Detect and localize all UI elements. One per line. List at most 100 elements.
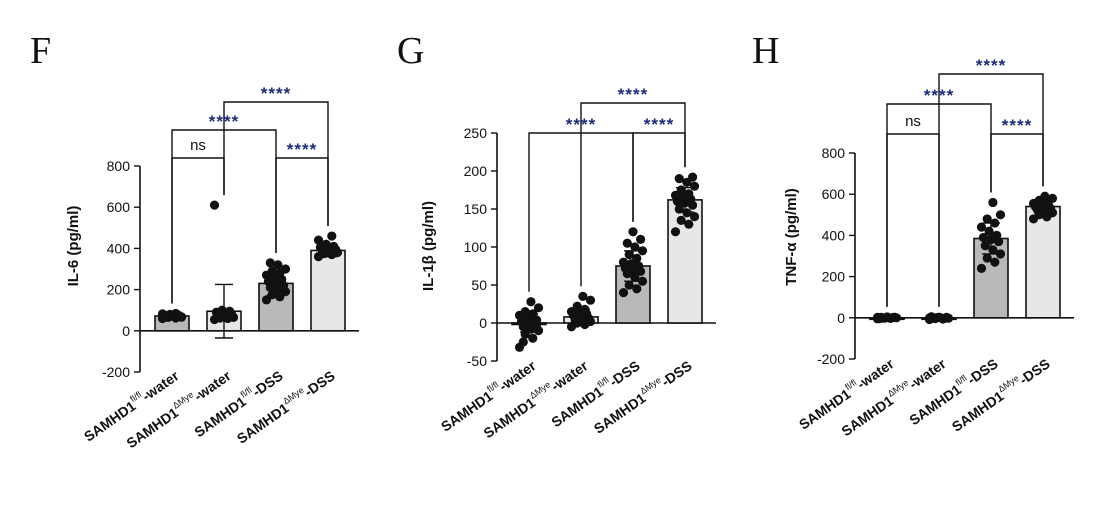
- data-point: [570, 316, 580, 326]
- data-point: [176, 312, 187, 322]
- data-point: [688, 172, 698, 182]
- data-point: [689, 181, 700, 191]
- significance-label: ****: [287, 140, 317, 159]
- panel-letter-f: F: [30, 30, 51, 72]
- data-point: [674, 174, 684, 184]
- panel-f: F IL-6 (pg/ml) -200 0 200 400 600 800 SAMHD1fl…: [30, 30, 359, 451]
- significance-bracket: [886, 133, 940, 307]
- data-point: [628, 227, 638, 237]
- data-point: [995, 210, 1006, 220]
- y-tick-label: 600: [822, 186, 846, 202]
- y-tick-label: 250: [464, 125, 488, 141]
- y-axis-label-f: IL-6 (pg/ml): [65, 206, 82, 287]
- data-point: [624, 250, 634, 260]
- data-point: [637, 276, 648, 286]
- data-point: [880, 313, 890, 323]
- data-point: [532, 315, 542, 325]
- significance-label: ****: [261, 84, 291, 103]
- data-point: [273, 260, 283, 270]
- significance-bracket: [938, 73, 1044, 307]
- data-point: [1040, 191, 1050, 201]
- data-point: [924, 313, 935, 323]
- panel-h: H TNF-α (pg/ml) -200 0 200 400 600 800 SAMHD1f…: [752, 30, 1074, 439]
- y-tick-label: 100: [464, 239, 488, 255]
- y-tick-label: 0: [122, 323, 130, 339]
- data-point: [674, 204, 684, 214]
- data-point: [684, 189, 694, 199]
- x-category-suffix: -DSS: [964, 355, 1001, 387]
- plot-area-f: -2000200400600800SAMHD1fl/fl-waterSAMHD1…: [81, 84, 359, 451]
- data-point: [976, 222, 987, 232]
- data-point: [630, 242, 640, 252]
- x-category-suffix: -DSS: [606, 357, 643, 389]
- x-category-suffix: -water: [191, 367, 234, 404]
- y-axis-label-h: TNF-α (pg/ml): [783, 188, 800, 286]
- data-point: [982, 214, 992, 224]
- x-category-label: SAMHD1fl/fl-DSS: [905, 354, 1001, 428]
- significance-bracket: [223, 101, 329, 227]
- data-point: [225, 306, 235, 316]
- data-point: [992, 230, 1002, 240]
- data-point: [632, 284, 642, 294]
- x-category-label: SAMHD1fl/fl-DSS: [547, 356, 643, 430]
- x-category-suffix: -DSS: [658, 357, 695, 389]
- significance-label: ****: [976, 56, 1006, 75]
- significance-bracket: [171, 157, 225, 304]
- bar: [1025, 205, 1061, 319]
- y-tick-label: 0: [837, 310, 845, 326]
- data-point: [670, 227, 681, 237]
- data-point: [618, 288, 629, 298]
- significance-label: ****: [618, 85, 648, 104]
- data-point: [518, 337, 528, 347]
- x-category-suffix: -water: [548, 357, 591, 394]
- panel-letter-g: G: [397, 30, 424, 72]
- data-point: [622, 238, 632, 248]
- data-point: [533, 303, 544, 313]
- x-category-label: SAMHD1fl/fl-DSS: [190, 366, 286, 440]
- data-point: [209, 200, 220, 210]
- bar: [310, 249, 346, 332]
- significance-label: ****: [1002, 116, 1032, 135]
- data-point: [313, 235, 324, 245]
- y-tick-label: 200: [822, 269, 846, 285]
- data-point: [980, 241, 990, 251]
- x-category-suffix: -water: [906, 355, 949, 392]
- data-point: [632, 253, 642, 263]
- data-point: [689, 212, 700, 222]
- data-point: [636, 234, 646, 244]
- data-point: [267, 266, 277, 276]
- y-tick-label: 400: [822, 227, 846, 243]
- y-tick-label: 0: [479, 315, 487, 331]
- y-tick-label: 800: [822, 145, 846, 161]
- y-tick-label: -50: [467, 353, 487, 369]
- significance-bracket: [990, 133, 1044, 193]
- data-point: [624, 280, 634, 290]
- data-point: [265, 258, 275, 268]
- y-tick-label: 50: [471, 277, 487, 293]
- significance-label: ****: [644, 115, 674, 134]
- data-point: [217, 305, 227, 315]
- y-axis-label-g: IL-1β (pg/ml): [420, 201, 437, 291]
- data-point: [578, 291, 588, 301]
- y-tick-label: -200: [817, 351, 845, 367]
- data-point: [280, 264, 291, 274]
- data-point: [526, 297, 536, 307]
- data-point: [634, 261, 644, 271]
- data-point: [978, 232, 989, 243]
- data-point: [888, 312, 898, 323]
- data-point: [684, 219, 694, 229]
- panel-g: G IL-1β (pg/ml) -50 0 50 100 150 200 250 SAMHD1…: [397, 30, 716, 441]
- panel-letter-h: H: [752, 30, 779, 72]
- y-tick-label: 200: [107, 282, 131, 298]
- significance-label: ns: [905, 113, 921, 130]
- y-tick-label: 150: [464, 201, 488, 217]
- data-point: [982, 253, 992, 263]
- x-category-suffix: -DSS: [249, 367, 286, 399]
- data-point: [990, 257, 1000, 267]
- y-tick-label: 600: [107, 199, 131, 215]
- data-point: [637, 246, 648, 256]
- data-point: [995, 249, 1006, 259]
- data-point: [676, 215, 686, 225]
- plot-area-h: -2000200400600800SAMHD1fl/fl-waterSAMHD1…: [796, 56, 1074, 439]
